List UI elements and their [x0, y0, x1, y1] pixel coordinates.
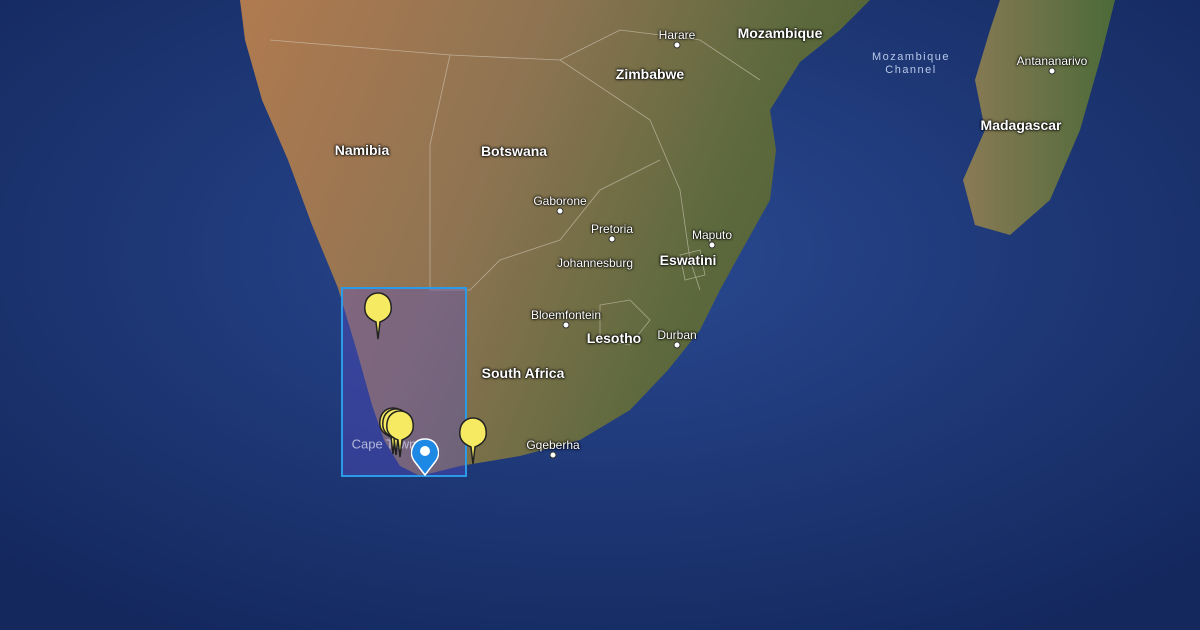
selection-rectangle[interactable]: [341, 287, 467, 477]
city-label-pretoria: Pretoria: [591, 220, 633, 236]
madagascar-landmass: [963, 0, 1115, 235]
city-name: Gqeberha: [526, 438, 580, 452]
location-pin-icon[interactable]: [411, 438, 439, 476]
city-label-durban: Durban: [657, 326, 696, 342]
city-label-gqeberha: Gqeberha: [526, 436, 579, 452]
country-label-lesotho: Lesotho: [586, 330, 642, 346]
city-dot: [673, 341, 681, 349]
city-name: Pretoria: [590, 222, 634, 236]
city-name: Bloemfontein: [530, 308, 602, 322]
city-label-antananarivo: Antananarivo: [1017, 52, 1088, 68]
city-dot: [1048, 67, 1056, 75]
water-label-line: Mozambique: [872, 51, 950, 63]
country-label-botswana: Botswana: [480, 143, 548, 159]
city-name: Durban: [657, 328, 697, 342]
map-pin-icon[interactable]: [459, 417, 487, 465]
city-dot: [556, 207, 564, 215]
country-label-zimbabwe: Zimbabwe: [615, 66, 685, 82]
country-label-eswatini: Eswatini: [659, 252, 717, 268]
city-name: Maputo: [691, 228, 733, 242]
country-label-madagascar: Madagascar: [980, 117, 1062, 133]
water-label-mozambique-channel: Mozambique Channel: [872, 51, 950, 77]
city-label-gaborone: Gaborone: [533, 192, 586, 208]
city-dot: [608, 235, 616, 243]
map-pin-icon[interactable]: [386, 410, 414, 458]
city-name: Harare: [658, 28, 696, 42]
city-name: Johannesburg: [556, 256, 634, 270]
africa-landmass: [240, 0, 870, 476]
city-name: Gaborone: [533, 194, 587, 208]
map-pin-icon[interactable]: [364, 292, 392, 340]
city-dot: [562, 321, 570, 329]
country-label-namibia: Namibia: [334, 142, 390, 158]
country-label-south-africa: South Africa: [481, 365, 565, 381]
country-borders: [269, 29, 761, 346]
city-dot: [673, 41, 681, 49]
city-label-johannesburg: Johannesburg: [557, 254, 633, 270]
city-dot: [549, 451, 557, 459]
city-label-bloemfontein: Bloemfontein: [531, 306, 601, 322]
city-dot: [708, 241, 716, 249]
city-label-maputo: Maputo: [692, 226, 732, 242]
city-name: Antananarivo: [1016, 54, 1088, 68]
water-label-line: Channel: [885, 64, 937, 76]
city-label-harare: Harare: [659, 26, 696, 42]
country-label-mozambique: Mozambique: [737, 25, 823, 41]
